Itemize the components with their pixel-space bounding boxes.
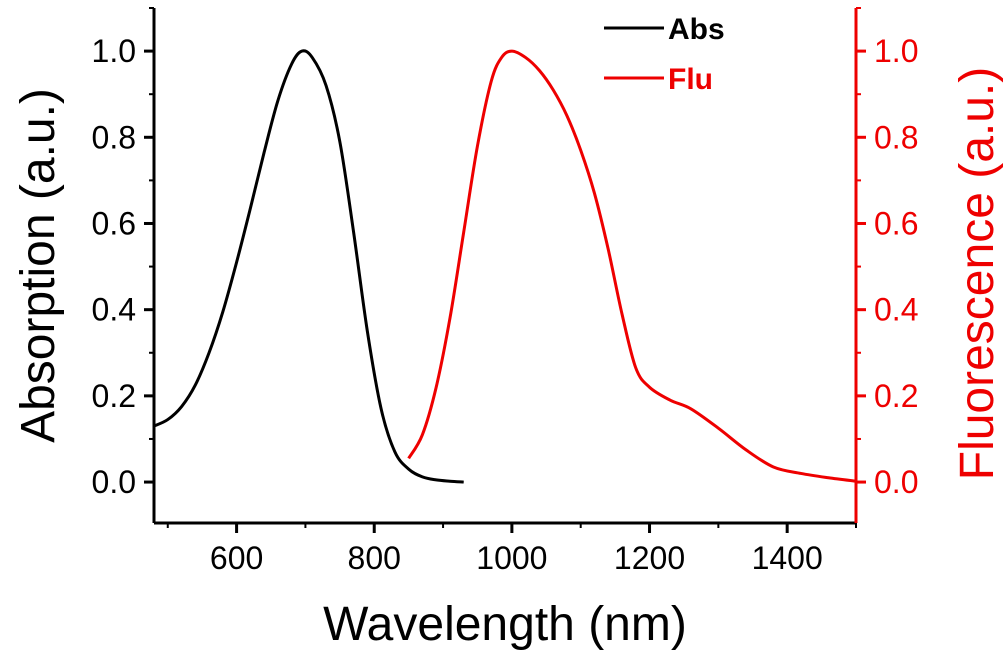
y-left-tick-label: 0.4: [92, 292, 136, 328]
y-right-tick-label: 0.0: [874, 464, 918, 500]
series-line-flu: [407, 49, 857, 483]
y-right-tick-label: 0.8: [874, 119, 918, 155]
y-axis-right-title: Fluorescence (a.u.): [951, 67, 1004, 481]
y-axis-left-title: Absorption (a.u.): [12, 88, 65, 443]
y-right-tick-label: 0.4: [874, 292, 918, 328]
y-left-tick-label: 1.0: [92, 33, 136, 69]
y-left-tick-label: 0.0: [92, 464, 136, 500]
x-tick-label: 1000: [476, 540, 547, 576]
labels: 600 800 1000 1200 1400 0.0 0.0 0.2 0.2 0.4 0.4 0.6 0…: [92, 33, 919, 576]
x-tick-label: 600: [210, 540, 263, 576]
legend-label-abs: Abs: [668, 13, 725, 46]
legend-label-flu: Flu: [668, 63, 713, 96]
axes: [152, 8, 858, 525]
x-tick-label: 1200: [614, 540, 685, 576]
y-left-tick-label: 0.6: [92, 205, 136, 241]
x-axis-title: Wavelength (nm): [323, 598, 687, 651]
x-tick-label: 1400: [752, 540, 823, 576]
ticks: [144, 7, 866, 533]
x-tick-label: 800: [348, 540, 401, 576]
y-right-tick-label: 0.6: [874, 205, 918, 241]
series-line-abs: [153, 49, 464, 484]
y-right-tick-label: 1.0: [874, 33, 918, 69]
y-right-tick-label: 0.2: [874, 378, 918, 414]
legend: Abs Flu: [604, 13, 725, 96]
y-left-tick-label: 0.8: [92, 119, 136, 155]
plot-lines: [153, 49, 857, 484]
y-left-tick-label: 0.2: [92, 378, 136, 414]
